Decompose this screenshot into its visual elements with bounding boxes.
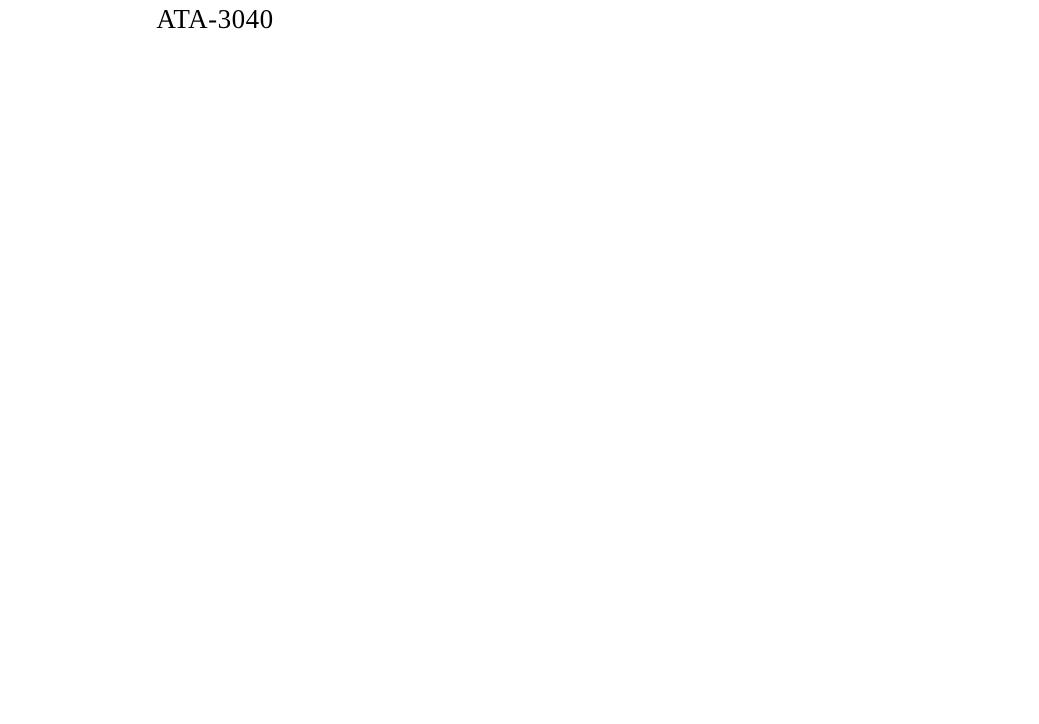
chart-ata-3040: ATA-3040: [0, 0, 519, 362]
chart-title: ATA-3040: [156, 4, 274, 34]
